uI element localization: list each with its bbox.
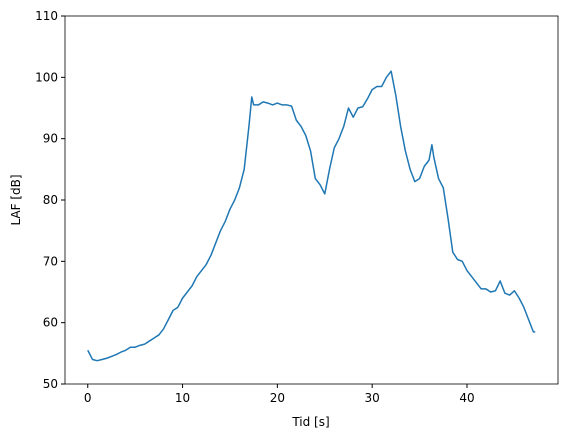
line (87, 70, 536, 362)
plot-frame (64, 15, 559, 385)
y-axis-label: LAF [dB] (9, 174, 23, 225)
x-tick-label: 20 (270, 391, 285, 405)
y-tick-label: 90 (43, 132, 58, 146)
y-tick-label: 110 (35, 9, 58, 23)
x-axis-label: Tid [s] (291, 415, 329, 429)
x-tick-label: 40 (459, 391, 474, 405)
y-tick-label: 60 (43, 316, 58, 330)
x-tick-label: 30 (365, 391, 380, 405)
y-tick-label: 100 (35, 70, 58, 84)
x-tick-label: 0 (84, 391, 92, 405)
x-tick-label: 10 (175, 391, 190, 405)
y-tick-label: 50 (43, 377, 58, 391)
y-tick-label: 70 (43, 254, 58, 268)
y-tick-label: 80 (43, 193, 58, 207)
